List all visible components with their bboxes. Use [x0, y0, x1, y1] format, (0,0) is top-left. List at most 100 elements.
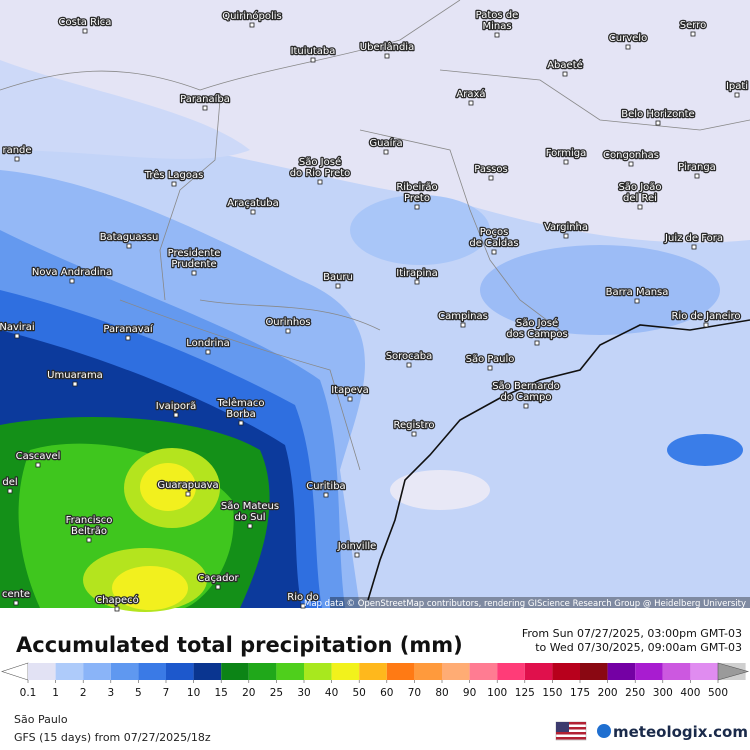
- place-label: Registro: [394, 420, 435, 431]
- legend-cell: [55, 663, 84, 680]
- place-label: rande: [2, 145, 31, 156]
- place-label: Paranaíba: [180, 93, 230, 105]
- place-label: São José: [516, 317, 558, 329]
- place-label: Beltrão: [71, 526, 107, 537]
- place-label: Guarapuava: [157, 480, 218, 491]
- legend-arrow: [1, 662, 29, 681]
- place-label: São Bernardo: [492, 381, 560, 392]
- place-label: Quirinópolis: [222, 10, 282, 22]
- legend-tick-label: 3: [107, 687, 114, 699]
- place-label: São Paulo: [466, 354, 515, 365]
- legend-cell: [166, 663, 194, 680]
- legend-cell: [552, 663, 580, 680]
- place-label: cente: [2, 589, 30, 600]
- precip-area: [0, 60, 250, 159]
- place-marker: [86, 537, 92, 543]
- place-marker: [238, 420, 244, 426]
- place-marker: [202, 105, 208, 111]
- place-label: Costa Rica: [59, 17, 112, 28]
- legend-tick-label: 50: [353, 687, 366, 699]
- legend-tick-label: 25: [270, 687, 283, 699]
- place-label: Presidente: [168, 248, 221, 259]
- place-label: Ivaiporã: [156, 401, 196, 412]
- place-marker: [562, 71, 568, 77]
- place-label: Caçador: [197, 573, 239, 584]
- legend-tick-label: 200: [598, 687, 618, 699]
- place-label: Francisco: [66, 515, 113, 526]
- place-label: Araxá: [456, 88, 485, 100]
- precip-area: [140, 463, 196, 511]
- legend-tick-label: 40: [325, 687, 338, 699]
- place-label: Telêmaco: [217, 397, 265, 409]
- place-label: São João: [618, 182, 661, 193]
- place-label: Rio do: [287, 592, 319, 603]
- place-label: Barra Mansa: [606, 287, 669, 298]
- legend-cell: [469, 663, 498, 680]
- place-marker: [488, 175, 494, 181]
- legend-tick-label: 15: [215, 687, 228, 699]
- legend-cell: [580, 663, 608, 680]
- precip-area: [390, 470, 490, 510]
- place-marker: [383, 149, 389, 155]
- legend-cell: [138, 663, 166, 680]
- legend-cell: [497, 663, 525, 680]
- legend-tick-label: 250: [625, 687, 645, 699]
- place-label: Borba: [226, 409, 256, 420]
- place-label: Uberlândia: [360, 41, 414, 53]
- place-label: Ipati: [726, 81, 748, 92]
- model-run: GFS (15 days) from 07/27/2025/18z: [14, 731, 211, 744]
- place-marker: [82, 28, 88, 34]
- logo-icon: [597, 724, 611, 738]
- place-label: Itirapina: [396, 268, 437, 279]
- place-label: Cascavel: [16, 451, 61, 462]
- place-marker: [468, 100, 474, 106]
- place-marker: [628, 161, 634, 167]
- legend-cell: [386, 663, 415, 680]
- title: Accumulated total precipitation (mm): [16, 633, 463, 657]
- place-marker: [734, 92, 740, 98]
- place-label: Ribeirão: [396, 182, 437, 193]
- attribution: Map data © OpenStreetMap contributors, r…: [304, 599, 746, 609]
- place-label: Serro: [680, 20, 706, 31]
- place-label: Piranga: [678, 162, 716, 173]
- place-marker: [460, 322, 466, 328]
- place-label: São Mateus: [221, 501, 279, 512]
- borders: [0, 0, 750, 471]
- place-marker: [534, 340, 540, 346]
- legend-tick-label: 175: [570, 687, 590, 699]
- place-marker: [250, 209, 256, 215]
- place-marker: [14, 156, 20, 162]
- place-marker: [317, 179, 323, 185]
- legend-tick-label: 80: [435, 687, 448, 699]
- place-marker: [703, 322, 709, 328]
- place-marker: [126, 243, 132, 249]
- place-marker: [655, 120, 661, 126]
- place-label: Poços: [480, 227, 509, 238]
- place-label: Itapeva: [331, 385, 369, 396]
- flag: [555, 721, 587, 741]
- place-marker: [414, 204, 420, 210]
- coastline: [367, 319, 750, 601]
- legend-tick-label: 100: [487, 687, 507, 699]
- legend-cell: [221, 663, 249, 680]
- brand[interactable]: meteologix.com: [613, 723, 748, 741]
- legend-tick-label: 125: [515, 687, 535, 699]
- legend-tick-label: 30: [297, 687, 310, 699]
- legend-cell: [359, 663, 387, 680]
- place-marker: [125, 335, 131, 341]
- place-label: Belo Horizonte: [621, 109, 694, 120]
- place-marker: [384, 53, 390, 59]
- place-label: Rio de Janeiro: [671, 311, 740, 322]
- legend-tick-label: 150: [542, 687, 562, 699]
- place-label: Guaíra: [369, 137, 402, 149]
- legend-cell: [331, 663, 360, 680]
- legend-tick-label: 0.1: [20, 687, 37, 699]
- legend-tick-label: 10: [187, 687, 200, 699]
- place-label: Três Lagoas: [144, 169, 204, 181]
- place-marker: [14, 333, 20, 339]
- place-marker: [491, 249, 497, 255]
- place-marker: [173, 412, 179, 418]
- place-label: de Caldas: [469, 238, 518, 249]
